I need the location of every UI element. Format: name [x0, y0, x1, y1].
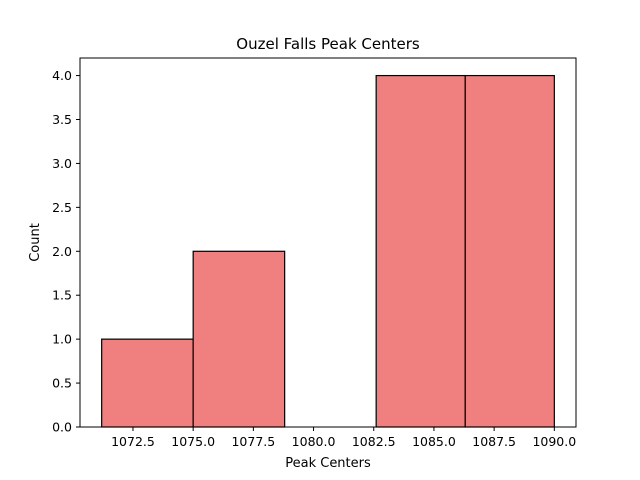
x-axis-label: Peak Centers	[285, 456, 371, 471]
x-tick-label: 1077.5	[231, 434, 275, 449]
y-tick-label: 3.0	[52, 156, 72, 171]
histogram-bar-4	[375, 74, 466, 428]
x-tick-label: 1075.0	[171, 434, 215, 449]
x-tick-label: 1072.5	[111, 434, 155, 449]
bars-layer	[101, 74, 555, 428]
y-tick-label: 2.0	[52, 244, 72, 259]
x-axis-ticks: 1072.5 1075.0 1077.5 1080.0 1082.5 1085.0 1087…	[111, 427, 576, 449]
y-tick-label: 3.5	[52, 112, 72, 127]
chart-title: Ouzel Falls Peak Centers	[236, 35, 420, 53]
histogram-bar-1	[101, 338, 194, 428]
histogram-bar-5	[464, 74, 555, 428]
plot-frame	[79, 57, 577, 428]
y-axis-ticks: 0.0 0.5 1.0 1.5 2.0 2.5 3.0 3.5 4.0	[52, 68, 80, 435]
x-tick-label: 1085.0	[412, 434, 456, 449]
x-tick-label: 1080.0	[292, 434, 336, 449]
y-tick-label: 0.5	[52, 376, 72, 391]
y-tick-label: 4.0	[52, 68, 72, 83]
x-tick-label: 1090.0	[532, 434, 576, 449]
x-tick-label: 1087.5	[472, 434, 516, 449]
y-tick-label: 1.5	[52, 288, 72, 303]
y-tick-label: 2.5	[52, 200, 72, 215]
histogram-bar-2	[192, 250, 286, 428]
y-axis-label: Count	[28, 223, 43, 262]
x-tick-label: 1082.5	[352, 434, 396, 449]
y-tick-label: 0.0	[52, 420, 72, 435]
y-tick-label: 1.0	[52, 332, 72, 347]
axes-layer	[79, 57, 577, 428]
